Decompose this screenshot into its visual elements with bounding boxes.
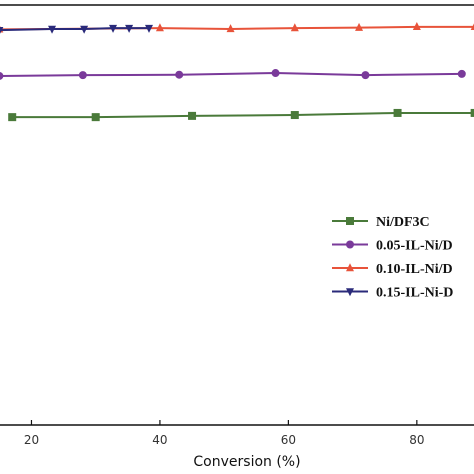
marker xyxy=(91,113,100,122)
marker xyxy=(393,108,402,117)
marker xyxy=(290,111,299,120)
marker xyxy=(290,23,299,32)
marker xyxy=(457,69,466,78)
marker xyxy=(78,71,87,80)
marker xyxy=(346,263,354,272)
legend-label: Ni/DF3C xyxy=(376,215,430,230)
marker xyxy=(346,240,354,249)
marker xyxy=(109,24,118,33)
legend-label: 0.15-IL-Ni-D xyxy=(376,286,453,301)
marker xyxy=(470,23,474,31)
marker xyxy=(125,24,134,33)
series-line xyxy=(0,72,462,77)
marker xyxy=(361,71,370,80)
marker xyxy=(155,23,164,32)
legend-label: 0.05-IL-Ni/D xyxy=(376,239,453,254)
marker xyxy=(188,111,197,120)
marker xyxy=(0,72,4,80)
marker xyxy=(8,113,17,122)
marker xyxy=(271,69,280,78)
marker xyxy=(355,22,364,31)
legend-label: 0.10-IL-Ni/D xyxy=(376,262,453,277)
marker xyxy=(0,27,4,34)
marker xyxy=(80,25,89,34)
series-line xyxy=(0,27,150,32)
marker xyxy=(48,25,57,34)
marker xyxy=(470,108,474,117)
x-tick-label: 20 xyxy=(24,433,39,447)
marker xyxy=(412,22,421,31)
marker xyxy=(346,288,354,297)
marker xyxy=(145,24,154,33)
marker xyxy=(226,24,235,33)
x-tick-label: 60 xyxy=(281,433,296,447)
x-tick-label: 80 xyxy=(409,433,424,447)
marker xyxy=(346,217,354,225)
series-line xyxy=(12,111,474,119)
marker xyxy=(175,70,184,79)
x-axis-label: Conversion (%) xyxy=(193,454,300,470)
x-tick-label: 40 xyxy=(152,433,167,447)
